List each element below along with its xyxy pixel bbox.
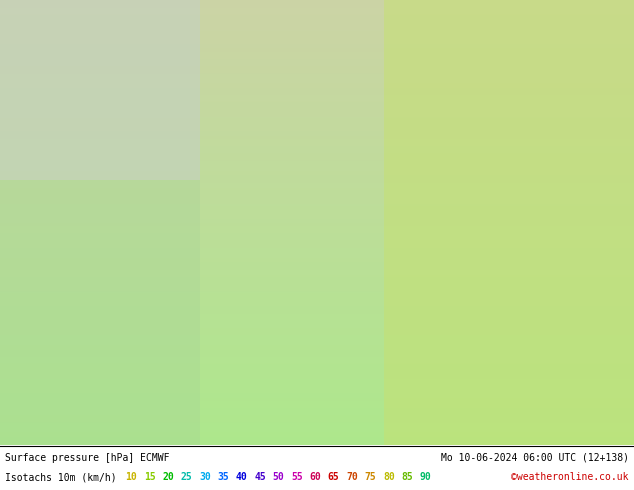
Text: 70: 70 — [346, 472, 358, 482]
Text: Mo 10-06-2024 06:00 UTC (12+138): Mo 10-06-2024 06:00 UTC (12+138) — [441, 453, 629, 463]
Text: 65: 65 — [328, 472, 340, 482]
Text: 75: 75 — [365, 472, 377, 482]
Text: 60: 60 — [309, 472, 321, 482]
Text: 10: 10 — [126, 472, 138, 482]
Text: 50: 50 — [273, 472, 285, 482]
Text: 25: 25 — [181, 472, 193, 482]
Text: 85: 85 — [401, 472, 413, 482]
Text: Isotachs 10m (km/h): Isotachs 10m (km/h) — [5, 472, 122, 482]
Text: 20: 20 — [162, 472, 174, 482]
Text: 90: 90 — [420, 472, 432, 482]
Text: 30: 30 — [199, 472, 211, 482]
Text: ©weatheronline.co.uk: ©weatheronline.co.uk — [512, 472, 629, 482]
Text: 35: 35 — [217, 472, 230, 482]
Text: 15: 15 — [144, 472, 156, 482]
Text: Surface pressure [hPa] ECMWF: Surface pressure [hPa] ECMWF — [5, 453, 169, 463]
Text: 55: 55 — [291, 472, 303, 482]
Text: 80: 80 — [383, 472, 395, 482]
Text: 45: 45 — [254, 472, 266, 482]
Text: 40: 40 — [236, 472, 248, 482]
